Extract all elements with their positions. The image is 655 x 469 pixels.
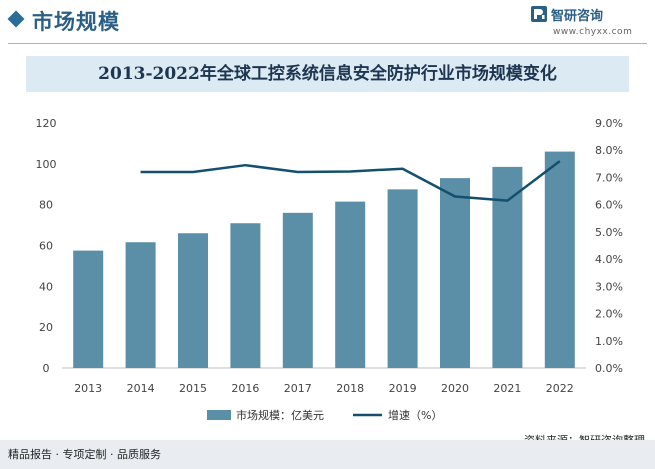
header-divider (8, 43, 647, 44)
legend-label-bar: 市场规模：亿美元 (236, 408, 324, 422)
y-left-tick-label: 80 (39, 199, 53, 212)
chart: 0 20 40 60 80 100 120 0.0% 1.0% 2.0% 3.0% 4.0% 5.0% 6… (36, 117, 623, 422)
bar (387, 189, 418, 368)
legend-label-line: 增速（%） (388, 408, 442, 422)
y-right-tick-label: 2.0% (595, 308, 623, 321)
x-tick-label: 2022 (546, 382, 574, 395)
footer-tagline: 精品报告 · 专项定制 · 品质服务 (8, 448, 161, 461)
bar (440, 178, 470, 368)
bar (73, 250, 104, 368)
x-tick-label: 2016 (231, 382, 259, 395)
y-right-tick-label: 1.0% (595, 335, 623, 348)
section-title: 市场规模 (32, 10, 120, 34)
chart-title-band: 2013-2022年全球工控系统信息安全防护行业市场规模变化 (26, 56, 629, 92)
y-left-tick-label: 60 (39, 240, 53, 253)
bar (544, 151, 575, 368)
y-left-tick-label: 40 (39, 280, 53, 293)
y-right-tick-label: 3.0% (595, 280, 623, 293)
bar (335, 201, 366, 368)
y-left-tick-label: 100 (36, 158, 57, 171)
x-tick-label: 2014 (127, 382, 155, 395)
x-tick-label: 2015 (179, 382, 207, 395)
bar (282, 212, 313, 368)
bar (125, 242, 156, 368)
y-left-tick-label: 0 (43, 362, 50, 375)
brand-logo-icon (531, 6, 547, 22)
legend-swatch-bar (207, 410, 231, 420)
header: 市场规模 智研咨询 www.chyxx.com (0, 0, 655, 44)
x-tick-label: 2017 (284, 382, 312, 395)
y-right-tick-label: 8.0% (595, 144, 623, 157)
y-right-tick-label: 5.0% (595, 226, 623, 239)
x-tick-label: 2021 (493, 382, 521, 395)
y-right-tick-label: 7.0% (595, 171, 623, 184)
chart-title: 2013-2022年全球工控系统信息安全防护行业市场规模变化 (98, 64, 557, 84)
x-tick-label: 2019 (389, 382, 417, 395)
bar (178, 233, 208, 368)
bar (492, 166, 523, 368)
y-right-tick-label: 0.0% (595, 362, 623, 375)
bar (230, 223, 261, 368)
brand-url: www.chyxx.com (553, 27, 633, 37)
y-right-tick-label: 9.0% (595, 117, 623, 130)
footer-band: 精品报告 · 专项定制 · 品质服务 (0, 440, 655, 469)
y-left-tick-label: 20 (39, 321, 53, 334)
y-right-tick-label: 6.0% (595, 199, 623, 212)
x-tick-label: 2018 (336, 382, 364, 395)
brand: 智研咨询 www.chyxx.com (531, 5, 641, 39)
growth-line (140, 160, 561, 202)
x-tick-label: 2020 (441, 382, 469, 395)
brand-name: 智研咨询 (551, 9, 604, 24)
y-left-tick-label: 120 (36, 117, 57, 130)
x-tick-label: 2013 (74, 382, 102, 395)
y-right-tick-label: 4.0% (595, 253, 623, 266)
